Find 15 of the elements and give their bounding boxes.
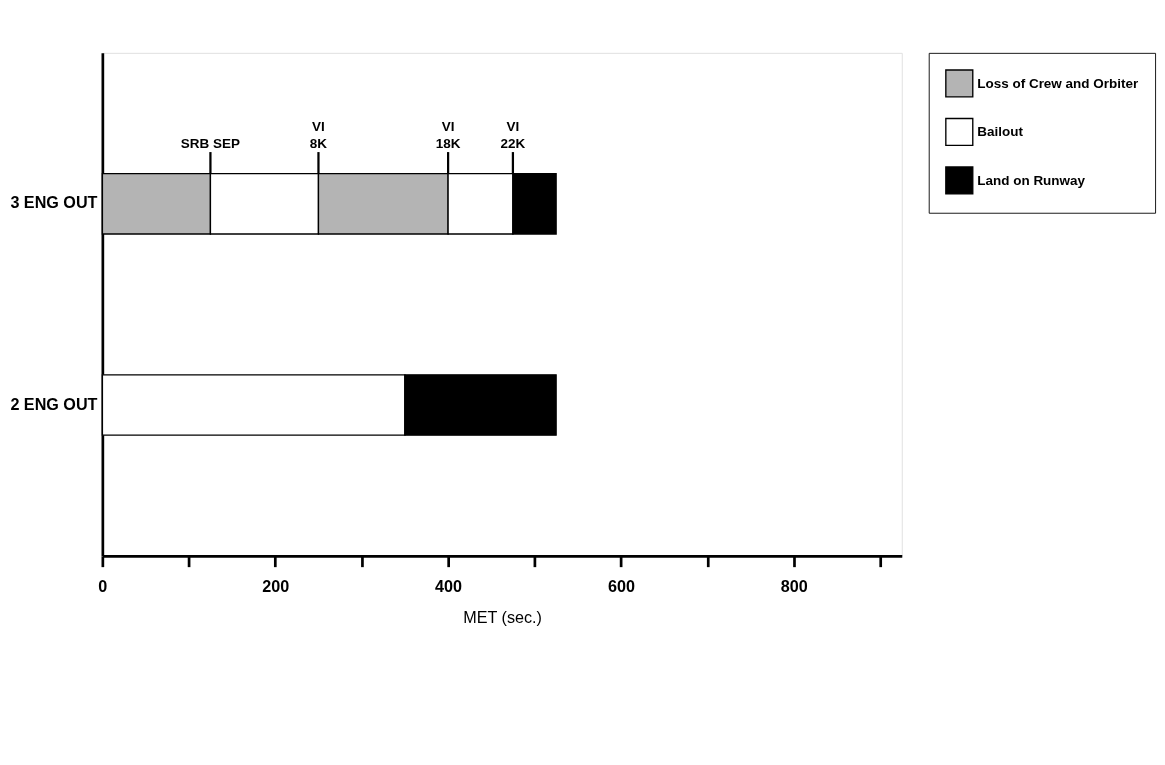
legend-label: Loss of Crew and Orbiter (977, 75, 1139, 91)
x-tick-label: 600 (607, 577, 635, 596)
y-tick-label: 3 ENG OUT (10, 193, 98, 212)
legend-label: Land on Runway (977, 172, 1086, 188)
legend-label: Bailout (977, 124, 1024, 140)
annotation: VI 18K (435, 118, 461, 151)
x-tick-label: 0 (98, 577, 108, 596)
y-tick-label: 2 ENG OUT (10, 394, 98, 413)
annotation: VI 22K (500, 118, 526, 151)
annotation: VI 8K (309, 118, 328, 151)
x-tick-label: 400 (435, 577, 463, 596)
annotation: SRB SEP (180, 135, 240, 151)
x-tick-label: 800 (780, 577, 808, 596)
x-tick-label: 200 (262, 577, 290, 596)
x-axis-title: MET (sec.) (463, 607, 542, 626)
